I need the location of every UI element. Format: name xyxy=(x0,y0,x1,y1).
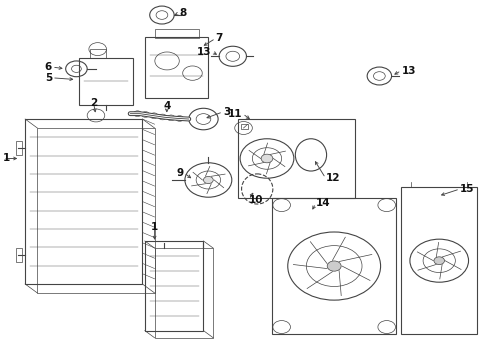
Circle shape xyxy=(327,261,341,271)
Bar xyxy=(145,37,208,98)
Text: 12: 12 xyxy=(326,173,340,183)
Text: 13: 13 xyxy=(401,66,416,76)
Bar xyxy=(145,241,203,330)
Circle shape xyxy=(434,257,444,265)
Text: 6: 6 xyxy=(45,62,52,72)
Text: 2: 2 xyxy=(90,98,97,108)
Bar xyxy=(155,248,213,338)
Bar xyxy=(241,125,248,129)
Bar xyxy=(37,128,155,293)
Text: 4: 4 xyxy=(163,102,171,112)
Text: 7: 7 xyxy=(216,33,223,43)
Text: 14: 14 xyxy=(316,198,330,208)
Text: 1: 1 xyxy=(3,153,10,163)
Bar xyxy=(401,187,477,334)
Text: 10: 10 xyxy=(249,195,264,205)
Circle shape xyxy=(261,154,273,163)
Text: 3: 3 xyxy=(223,107,230,117)
Text: 8: 8 xyxy=(179,8,186,18)
Bar xyxy=(272,198,396,334)
Bar xyxy=(238,119,355,198)
Text: 1: 1 xyxy=(151,222,158,231)
Bar xyxy=(25,119,143,284)
Bar xyxy=(16,248,22,262)
Bar xyxy=(90,49,106,58)
Text: 11: 11 xyxy=(228,109,243,119)
Text: 9: 9 xyxy=(177,168,184,178)
Bar xyxy=(155,30,198,39)
Text: 13: 13 xyxy=(197,46,212,57)
Bar xyxy=(79,58,133,105)
Circle shape xyxy=(203,176,213,184)
Text: 5: 5 xyxy=(45,73,52,83)
Text: 15: 15 xyxy=(460,184,474,194)
Bar xyxy=(16,140,22,155)
